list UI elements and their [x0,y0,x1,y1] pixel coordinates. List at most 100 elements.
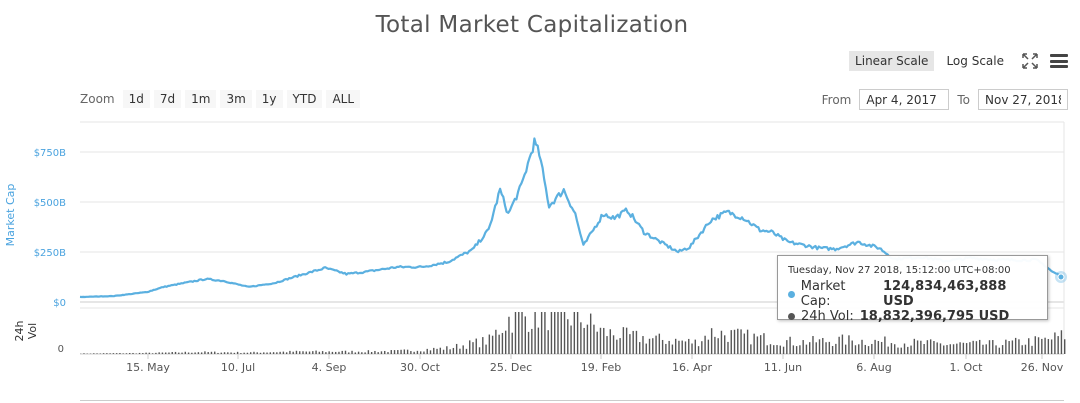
volume-bar [606,336,608,354]
x-tick-label: 1. Oct [949,361,983,374]
zoom-1m-button[interactable]: 1m [185,90,217,108]
volume-bar [220,352,222,354]
volume-bar [851,340,853,354]
zoom-1d-button[interactable]: 1d [122,90,150,108]
volume-bar [629,334,631,354]
volume-bar [135,353,137,354]
volume-bar [387,352,389,354]
volume-bar [730,330,732,354]
zoom-3m-button[interactable]: 3m [220,90,252,108]
volume-bar [249,352,252,354]
chart-title: Total Market Capitalization [375,12,689,38]
volume-bar [733,329,736,354]
volume-bar [197,352,200,354]
zoom-1y-button[interactable]: 1y [255,90,283,108]
volume-bar [701,341,703,354]
volume-bar [648,338,651,354]
volume-bar [818,339,821,354]
volume-bar [717,338,719,354]
linear-scale-button[interactable]: Linear Scale [849,51,935,71]
vol-axis-title-part: 24h [13,320,26,341]
volume-bar [174,351,177,354]
volume-bar [724,335,726,354]
volume-bar [998,347,1001,354]
to-date-input[interactable] [978,89,1068,110]
volume-bar [681,340,683,354]
volume-bar [1005,339,1007,354]
volume-bar [207,352,209,354]
volume-bar [645,343,647,354]
volume-bar [573,312,576,354]
volume-bar [413,351,415,354]
volume-bar [259,352,262,354]
tooltip-cap-row: Market Cap: 124,834,463,888 USD [788,279,1037,309]
volume-bar [746,329,749,354]
volume-bar [99,353,102,354]
volume-bar [187,352,190,354]
from-date-input[interactable] [859,89,950,110]
volume-bar [200,352,203,354]
to-label: To [957,92,970,107]
volume-bar [462,345,464,354]
x-tick-label: 10. Jul [221,361,255,374]
volume-bar [370,352,373,354]
volume-bar [1041,338,1043,354]
volume-bar [475,338,477,354]
zoom-ytd-button[interactable]: YTD [286,90,323,108]
zoom-7d-button[interactable]: 7d [153,90,182,108]
volume-bar [992,340,994,354]
volume-bar [459,348,461,354]
volume-bar [504,330,507,354]
volume-bar [727,341,729,354]
volume-bar [305,351,307,354]
volume-bar [302,351,304,354]
volume-bar [426,348,428,354]
volume-bar [952,344,955,354]
volume-bar [125,353,128,354]
volume-bar [786,340,788,354]
volume-bar [1050,339,1053,354]
volume-bar [455,343,458,354]
volume-bar [773,345,775,354]
volume-bar [593,324,595,354]
volume-bar [809,342,811,354]
volume-bar [1014,337,1017,354]
volume-bar [403,349,406,354]
volume-bar [691,343,693,354]
volume-bar [923,344,925,354]
volume-bar [168,352,170,354]
volume-bar [580,322,582,354]
scale-toolbar: Linear Scale Log Scale [849,50,1068,72]
volume-bar [1021,345,1023,354]
volume-bar [433,347,435,354]
zoom-toolbar: Zoom 1d 7d 1m 3m 1y YTD ALL [80,90,361,108]
volume-bar [894,344,896,354]
volume-bar [586,324,589,354]
volume-bar [972,340,974,354]
volume-bar [495,329,497,354]
volume-bar [256,352,258,354]
vol-axis-title-part: Vol [26,323,39,339]
volume-bar [285,352,288,354]
volume-bar [498,334,500,354]
volume-bar [550,312,553,354]
volume-bar [890,343,893,354]
volume-bar [1047,339,1050,354]
zoom-all-button[interactable]: ALL [326,90,361,108]
log-scale-button[interactable]: Log Scale [946,54,1004,68]
volume-bar [289,350,291,354]
tooltip-vol-value: 18,832,396,795 USD [859,309,1010,324]
fullscreen-icon[interactable] [1022,53,1038,69]
volume-bar [164,352,167,354]
volume-bar [488,334,491,354]
volume-bar [109,353,111,354]
volume-bar [393,350,396,354]
volume-bar [589,313,592,354]
volume-bar [864,344,866,354]
volume-bar [223,352,226,354]
volume-bar [825,342,827,354]
volume-bar [406,349,409,354]
volume-bar [521,312,523,354]
menu-icon[interactable] [1050,54,1068,68]
volume-bar [557,312,559,354]
